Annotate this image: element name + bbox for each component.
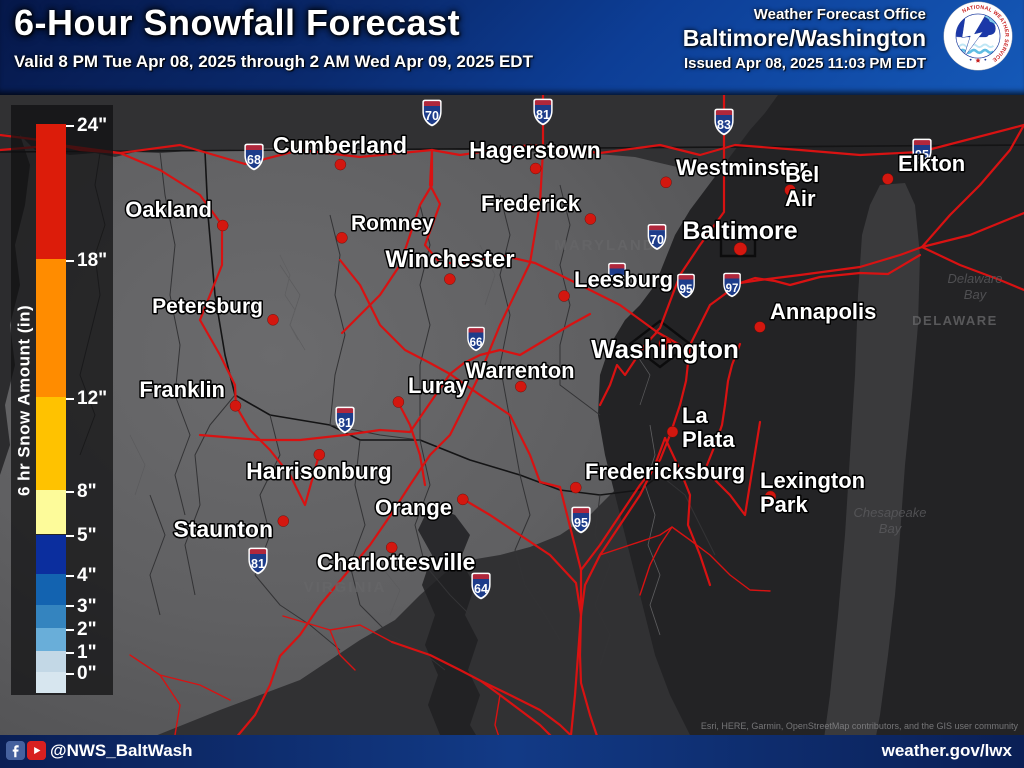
svg-text:VIRGINIA: VIRGINIA: [304, 579, 387, 596]
svg-text:Annapolis: Annapolis: [770, 299, 876, 324]
svg-text:Cumberland: Cumberland: [273, 132, 407, 158]
svg-text:83: 83: [717, 118, 731, 132]
svg-text:Hagerstown: Hagerstown: [469, 137, 601, 163]
svg-text:95: 95: [680, 284, 693, 296]
svg-text:Baltimore: Baltimore: [682, 217, 797, 245]
svg-text:Washington: Washington: [591, 334, 739, 364]
svg-text:Chesapeake: Chesapeake: [854, 505, 927, 520]
svg-text:Bay: Bay: [964, 287, 988, 302]
svg-text:Air: Air: [785, 186, 816, 211]
svg-text:Elkton: Elkton: [898, 151, 965, 176]
svg-text:Frederick: Frederick: [481, 191, 581, 216]
svg-text:Plata: Plata: [682, 427, 735, 452]
svg-text:Franklin: Franklin: [139, 377, 225, 402]
svg-text:81: 81: [536, 108, 550, 122]
svg-text:66: 66: [470, 337, 483, 349]
svg-text:Luray: Luray: [408, 373, 469, 398]
svg-text:Petersburg: Petersburg: [152, 295, 263, 318]
svg-text:Park: Park: [760, 492, 808, 517]
svg-text:70: 70: [425, 109, 439, 123]
svg-text:Romney: Romney: [351, 212, 434, 235]
svg-text:95: 95: [574, 516, 588, 530]
svg-text:97: 97: [726, 283, 739, 295]
svg-text:Orange: Orange: [375, 495, 452, 520]
svg-text:Harrisonburg: Harrisonburg: [246, 458, 392, 484]
svg-text:Charlottesville: Charlottesville: [317, 549, 476, 575]
svg-text:Esri, HERE, Garmin, OpenStreet: Esri, HERE, Garmin, OpenStreetMap contri…: [701, 721, 1019, 731]
svg-text:Oakland: Oakland: [125, 197, 212, 222]
svg-text:68: 68: [247, 153, 261, 167]
svg-text:Delaware: Delaware: [948, 271, 1003, 286]
svg-text:Warrenton: Warrenton: [465, 358, 574, 383]
svg-text:DELAWARE: DELAWARE: [912, 313, 998, 328]
svg-text:70: 70: [650, 233, 664, 247]
svg-text:64: 64: [474, 582, 488, 596]
svg-text:Bay: Bay: [879, 521, 903, 536]
svg-text:Staunton: Staunton: [173, 516, 273, 542]
svg-text:81: 81: [251, 557, 265, 571]
svg-text:MARYLAND: MARYLAND: [554, 237, 655, 254]
svg-text:Winchester: Winchester: [385, 246, 514, 273]
svg-text:Lexington: Lexington: [760, 468, 865, 493]
svg-text:81: 81: [338, 416, 352, 430]
svg-text:Leesburg: Leesburg: [574, 267, 673, 292]
svg-text:La: La: [682, 403, 708, 428]
svg-text:Bel: Bel: [785, 162, 819, 187]
svg-text:Fredericksburg: Fredericksburg: [585, 459, 745, 484]
